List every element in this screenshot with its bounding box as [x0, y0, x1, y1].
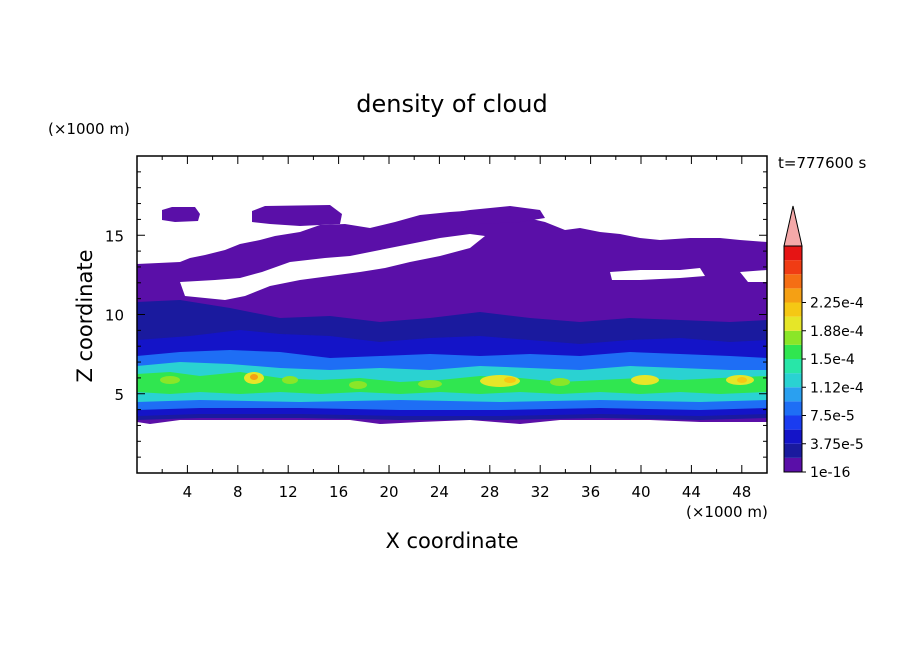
hot-spot [504, 377, 516, 383]
y-tick-label: 5 [114, 386, 124, 404]
cloud-gap [610, 268, 705, 280]
y-tick-label: 10 [105, 307, 124, 325]
colorbar-swatch [784, 260, 802, 275]
time-label: t=777600 s [778, 154, 866, 172]
colorbar-swatch [784, 401, 802, 416]
colorbar-swatch [784, 274, 802, 289]
colorbar-label: 1.88e-4 [810, 324, 864, 340]
x-tick-label: 16 [329, 483, 348, 501]
upper-patch [162, 207, 200, 222]
y-axis-label: Z coordinate [73, 249, 97, 382]
cloud-gap [180, 234, 485, 300]
x-tick-label: 32 [531, 483, 550, 501]
colorbar [783, 205, 806, 473]
colorbar-label: 7.5e-5 [810, 409, 855, 425]
colorbar-swatch [784, 387, 802, 402]
colorbar-swatch [784, 373, 802, 388]
colorbar-swatch [784, 359, 802, 374]
colorbar-overflow-arrow [783, 205, 803, 247]
hot-spot [737, 377, 747, 383]
colorbar-label: 3.75e-5 [810, 437, 864, 453]
chart-title: density of cloud [356, 90, 547, 118]
x-tick-label: 36 [581, 483, 600, 501]
colorbar-swatch [784, 429, 802, 444]
x-tick-label: 12 [279, 483, 298, 501]
colorbar-swatch [784, 288, 802, 303]
green-layer [137, 372, 767, 394]
y-unit-label: (×1000 m) [48, 120, 130, 138]
hot-spot [160, 376, 180, 384]
plot-field [137, 205, 767, 424]
x-tick-label: 44 [682, 483, 701, 501]
axis-ticks [137, 156, 767, 473]
x-tick-label: 24 [430, 483, 449, 501]
colorbar-swatch [784, 443, 802, 458]
colorbar-swatch [784, 344, 802, 359]
x-tick-label: 8 [233, 483, 243, 501]
colorbar-label: 1.5e-4 [810, 352, 855, 368]
x-axis-label: X coordinate [385, 529, 518, 553]
colorbar-swatch [784, 415, 802, 430]
hot-spot [631, 375, 659, 385]
colorbar-labels: 1e-16 3.75e-5 7.5e-5 1.12e-4 1.5e-4 1.88e-4 2.… [810, 296, 864, 482]
upper-patch [405, 206, 545, 236]
x-tick-label: 20 [379, 483, 398, 501]
hot-spot [349, 381, 367, 389]
hot-spot [282, 376, 298, 384]
upper-patch [252, 205, 342, 226]
colorbar-swatch [784, 302, 802, 317]
colorbar-label: 1.12e-4 [810, 380, 864, 396]
x-tick-label: 4 [183, 483, 193, 501]
colorbar-swatch [784, 457, 802, 472]
colorbar-swatch [784, 246, 802, 261]
y-tick-label: 15 [105, 227, 124, 245]
hot-spot [250, 374, 258, 380]
hot-spot [550, 378, 570, 386]
colorbar-label: 1e-16 [810, 465, 850, 481]
x-tick-label: 40 [631, 483, 650, 501]
x-tick-label: 28 [480, 483, 499, 501]
x-tick-label: 48 [732, 483, 751, 501]
cloud-gap [740, 270, 767, 282]
colorbar-swatch [784, 330, 802, 345]
colorbar-label: 2.25e-4 [810, 296, 864, 312]
hot-spot [418, 380, 442, 388]
x-unit-label: (×1000 m) [686, 503, 768, 521]
colorbar-swatch [784, 316, 802, 331]
